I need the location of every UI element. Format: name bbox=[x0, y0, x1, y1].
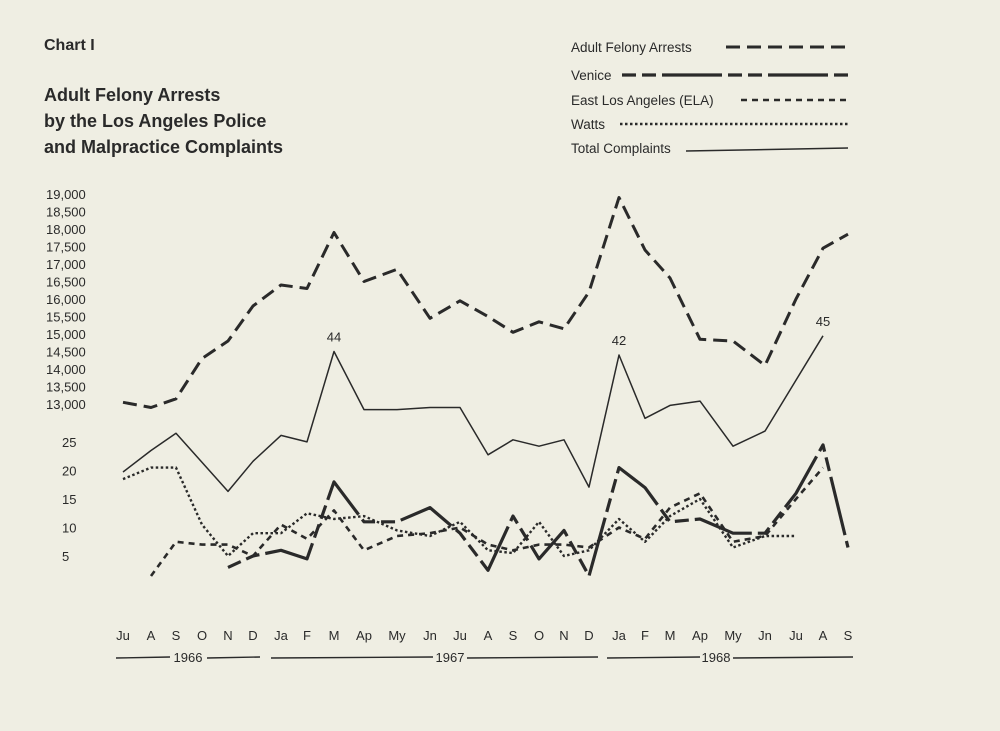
upper-tick-label: 16,000 bbox=[46, 292, 86, 307]
x-tick-label: M bbox=[329, 628, 340, 643]
upper-tick-label: 17,500 bbox=[46, 240, 86, 255]
x-tick-label: S bbox=[509, 628, 518, 643]
x-tick-label: Ja bbox=[274, 628, 289, 643]
chart-title-line-3: and Malpractice Complaints bbox=[44, 137, 284, 157]
series-line bbox=[122, 335, 824, 493]
upper-tick-label: 14,000 bbox=[46, 362, 86, 377]
year-span-line bbox=[115, 656, 171, 659]
x-tick-label: M bbox=[665, 628, 676, 643]
lower-tick-label: 20 bbox=[62, 464, 76, 479]
data-label: 42 bbox=[612, 333, 626, 348]
legend-label: East Los Angeles (ELA) bbox=[571, 93, 714, 108]
upper-tick-label: 18,500 bbox=[46, 205, 86, 220]
x-tick-label: A bbox=[484, 628, 493, 643]
upper-tick-label: 15,500 bbox=[46, 310, 86, 325]
upper-tick-label: 13,000 bbox=[46, 397, 86, 412]
x-tick-label: D bbox=[584, 628, 593, 643]
lower-tick-label: 25 bbox=[62, 435, 76, 450]
year-span-line bbox=[606, 656, 701, 659]
x-tick-label: O bbox=[197, 628, 207, 643]
series-lines bbox=[122, 196, 850, 578]
chart-title-line-2: by the Los Angeles Police bbox=[44, 111, 267, 131]
upper-tick-label: 15,000 bbox=[46, 327, 86, 342]
series-line bbox=[122, 466, 796, 558]
upper-tick-label: 17,000 bbox=[46, 257, 86, 272]
chart-title-line-1: Adult Felony Arrests bbox=[44, 85, 221, 105]
x-tick-label: My bbox=[724, 628, 742, 643]
legend-label: Adult Felony Arrests bbox=[571, 40, 692, 55]
annotations: 44 42 45 bbox=[327, 314, 830, 348]
x-axis: Ju A S O N D Ja F M Ap My Jn Ju A S O N D Ja F M Ap My Jn Ju A S19… bbox=[115, 628, 854, 665]
x-tick-label: S bbox=[172, 628, 181, 643]
year-span-line bbox=[466, 656, 599, 659]
year-span-line bbox=[206, 656, 261, 659]
upper-tick-label: 18,000 bbox=[46, 222, 86, 237]
x-tick-label: Ju bbox=[789, 628, 803, 643]
x-tick-label: N bbox=[559, 628, 568, 643]
x-tick-label: F bbox=[303, 628, 311, 643]
upper-y-axis: 19,000 18,500 18,000 17,500 17,000 16,500 16,0… bbox=[46, 187, 86, 412]
x-tick-label: N bbox=[223, 628, 232, 643]
x-tick-label: S bbox=[844, 628, 853, 643]
series-line bbox=[149, 466, 824, 577]
legend-label: Venice bbox=[571, 68, 612, 83]
x-tick-label: D bbox=[248, 628, 257, 643]
upper-tick-label: 16,500 bbox=[46, 275, 86, 290]
legend-swatch bbox=[685, 147, 849, 152]
year-span-line bbox=[270, 656, 434, 659]
upper-tick-label: 19,000 bbox=[46, 187, 86, 202]
x-tick-label: Ap bbox=[356, 628, 372, 643]
series-line bbox=[227, 443, 850, 578]
x-tick-label: Jn bbox=[423, 628, 437, 643]
x-tick-label: O bbox=[534, 628, 544, 643]
x-tick-label: My bbox=[388, 628, 406, 643]
lower-y-axis: 25 20 15 10 5 bbox=[62, 435, 76, 564]
lower-tick-label: 15 bbox=[62, 492, 76, 507]
x-tick-label: F bbox=[641, 628, 649, 643]
x-tick-label: Ju bbox=[453, 628, 467, 643]
x-tick-label: A bbox=[819, 628, 828, 643]
x-tick-label: Ja bbox=[612, 628, 627, 643]
series-line bbox=[122, 196, 849, 409]
data-label: 45 bbox=[816, 314, 830, 329]
chart-number: Chart I bbox=[44, 37, 95, 54]
data-label: 44 bbox=[327, 330, 341, 345]
chart-title: Adult Felony Arrests by the Los Angeles … bbox=[44, 82, 364, 160]
upper-tick-label: 13,500 bbox=[46, 380, 86, 395]
x-tick-label: Jn bbox=[758, 628, 772, 643]
lower-tick-label: 10 bbox=[62, 521, 76, 536]
legend-label: Watts bbox=[571, 117, 605, 132]
x-tick-label: Ap bbox=[692, 628, 708, 643]
legend: Adult Felony Arrests Venice East Los Angel… bbox=[571, 40, 849, 156]
legend-label: Total Complaints bbox=[571, 141, 671, 156]
year-label: 1968 bbox=[702, 650, 731, 665]
year-label: 1967 bbox=[436, 650, 465, 665]
lower-tick-label: 5 bbox=[62, 549, 69, 564]
x-tick-label: Ju bbox=[116, 628, 130, 643]
upper-tick-label: 14,500 bbox=[46, 345, 86, 360]
year-span-line bbox=[732, 656, 854, 659]
year-label: 1966 bbox=[174, 650, 203, 665]
x-tick-label: A bbox=[147, 628, 156, 643]
